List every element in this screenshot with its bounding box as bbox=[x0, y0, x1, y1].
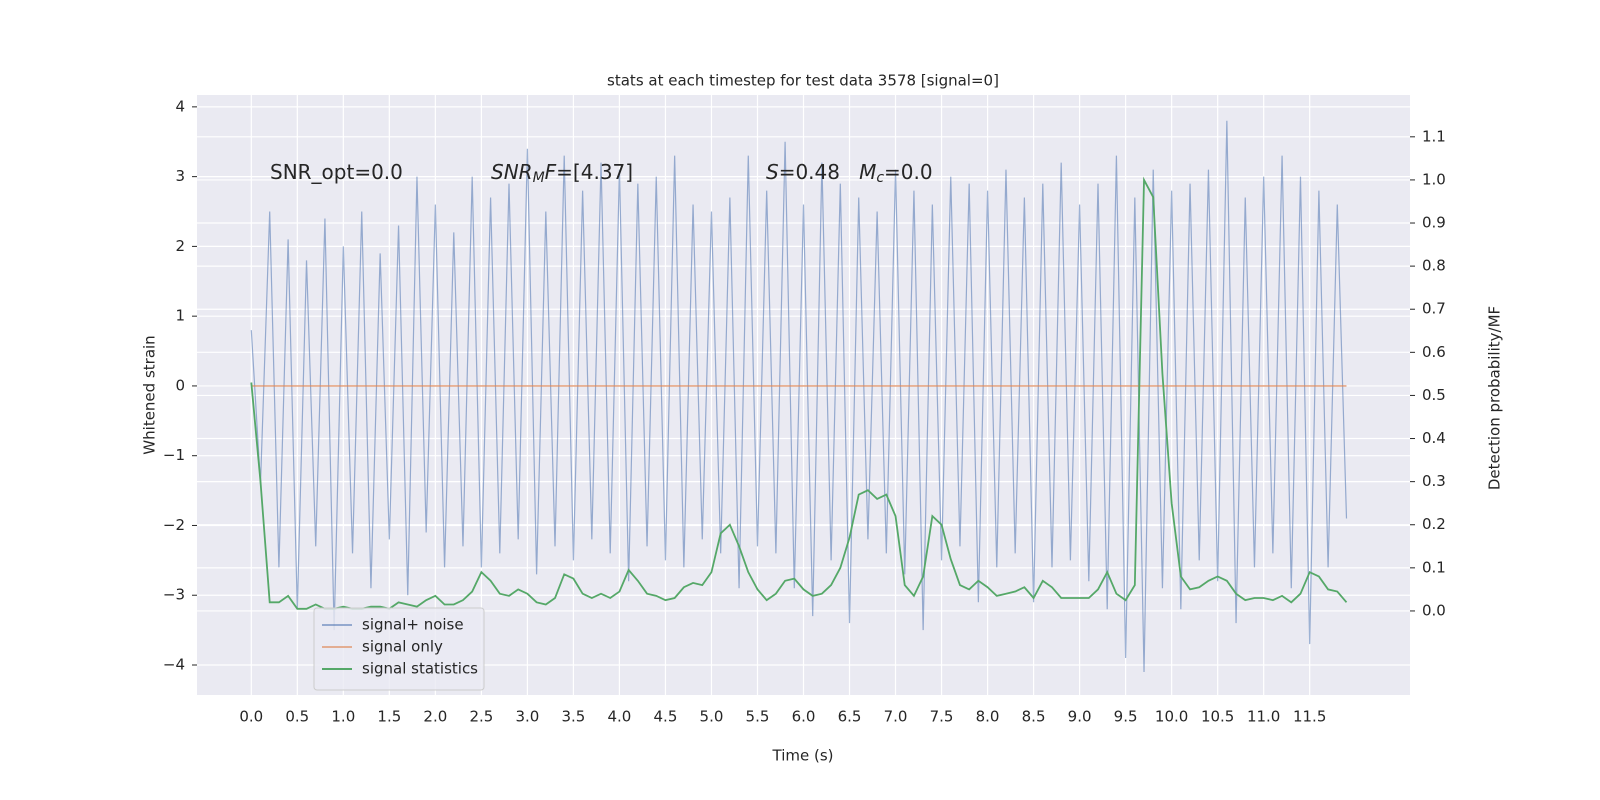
chart-title: stats at each timestep for test data 357… bbox=[607, 72, 999, 90]
x-tick-label: 0.0 bbox=[239, 708, 263, 726]
y2-tick-label: 0.4 bbox=[1422, 429, 1446, 447]
x-tick-label: 10.0 bbox=[1155, 708, 1188, 726]
y-tick-label: −4 bbox=[163, 656, 185, 674]
axes: 0.0 0.5 1.0 1.5 2.0 2.5 3.0 3.5 4.0 4.5 5.0 5.5 6.0 6… bbox=[163, 97, 1446, 725]
annotation: SNRMF=[4.37] bbox=[491, 160, 633, 187]
y2-tick-label: 0.9 bbox=[1422, 214, 1446, 232]
x-tick-label: 7.5 bbox=[930, 708, 954, 726]
y-tick-label: −2 bbox=[163, 516, 185, 534]
y-tick-label: 2 bbox=[175, 237, 185, 255]
annotation-part: =0.48 bbox=[779, 160, 859, 184]
annotation-part: =0.0 bbox=[884, 160, 933, 184]
annotation-part: M bbox=[533, 170, 545, 186]
y2-tick-label: 0.1 bbox=[1422, 558, 1446, 576]
annotation: S=0.48 Mc=0.0 bbox=[766, 160, 933, 187]
y2-tick-label: 0.6 bbox=[1422, 343, 1446, 361]
legend-label: signal only bbox=[362, 638, 443, 656]
y-tick-label: −3 bbox=[163, 586, 185, 604]
y-tick-label: −1 bbox=[163, 446, 185, 464]
x-tick-label: 2.5 bbox=[469, 708, 493, 726]
y-axis-label: Whitened strain bbox=[141, 335, 159, 454]
x-tick-label: 11.0 bbox=[1247, 708, 1280, 726]
x-tick-label: 2.0 bbox=[423, 708, 447, 726]
x-tick-label: 8.5 bbox=[1022, 708, 1046, 726]
x-tick-label: 9.5 bbox=[1114, 708, 1138, 726]
legend: signal+ noise signal only signal statistic… bbox=[313, 607, 485, 691]
y2-tick-label: 0.8 bbox=[1422, 257, 1446, 275]
y2-axis-label: Detection probability/MF bbox=[1486, 306, 1504, 490]
annotation-part: =[4.37] bbox=[556, 160, 633, 184]
annotation-part: M bbox=[859, 160, 876, 184]
annotation-part: c bbox=[876, 170, 884, 186]
x-tick-label: 5.5 bbox=[746, 708, 770, 726]
x-tick-label: 3.0 bbox=[515, 708, 539, 726]
y-tick-label: 1 bbox=[175, 307, 185, 325]
legend-label: signal statistics bbox=[362, 660, 478, 678]
x-tick-label: 7.0 bbox=[884, 708, 908, 726]
y2-tick-label: 0.7 bbox=[1422, 300, 1446, 318]
x-tick-label: 11.5 bbox=[1293, 708, 1326, 726]
x-axis-label: Time (s) bbox=[772, 747, 834, 765]
annotation-part: SNR bbox=[491, 160, 533, 184]
y-tick-label: 3 bbox=[175, 167, 185, 185]
x-tick-label: 5.0 bbox=[700, 708, 724, 726]
annotation-part: S bbox=[766, 160, 779, 184]
y2-tick-label: 0.3 bbox=[1422, 472, 1446, 490]
x-tick-label: 4.5 bbox=[654, 708, 678, 726]
y2-tick-label: 1.0 bbox=[1422, 170, 1446, 188]
legend-box bbox=[313, 607, 485, 691]
x-tick-label: 1.5 bbox=[377, 708, 401, 726]
x-tick-label: 8.0 bbox=[976, 708, 1000, 726]
plot bbox=[250, 120, 1348, 672]
annotation-part: SNR_opt=0.0 bbox=[270, 160, 403, 184]
series-line bbox=[250, 120, 1348, 672]
y2-tick-label: 0.2 bbox=[1422, 515, 1446, 533]
x-tick-label: 10.5 bbox=[1201, 708, 1234, 726]
annotation-part: F bbox=[545, 160, 557, 184]
y2-tick-label: 1.1 bbox=[1422, 127, 1446, 145]
x-tick-label: 1.0 bbox=[331, 708, 355, 726]
y2-tick-label: 0.5 bbox=[1422, 386, 1446, 404]
x-tick-label: 3.5 bbox=[561, 708, 585, 726]
x-tick-label: 4.0 bbox=[608, 708, 632, 726]
series-line bbox=[250, 176, 1348, 610]
x-tick-label: 9.0 bbox=[1068, 708, 1092, 726]
x-tick-label: 6.0 bbox=[792, 708, 816, 726]
y-tick-label: 0 bbox=[175, 376, 185, 394]
legend-label: signal+ noise bbox=[362, 616, 464, 634]
x-tick-label: 6.5 bbox=[838, 708, 862, 726]
annotation: SNR_opt=0.0 bbox=[270, 160, 403, 184]
y2-tick-label: 0.0 bbox=[1422, 601, 1446, 619]
y-tick-label: 4 bbox=[175, 97, 185, 115]
x-tick-label: 0.5 bbox=[285, 708, 309, 726]
